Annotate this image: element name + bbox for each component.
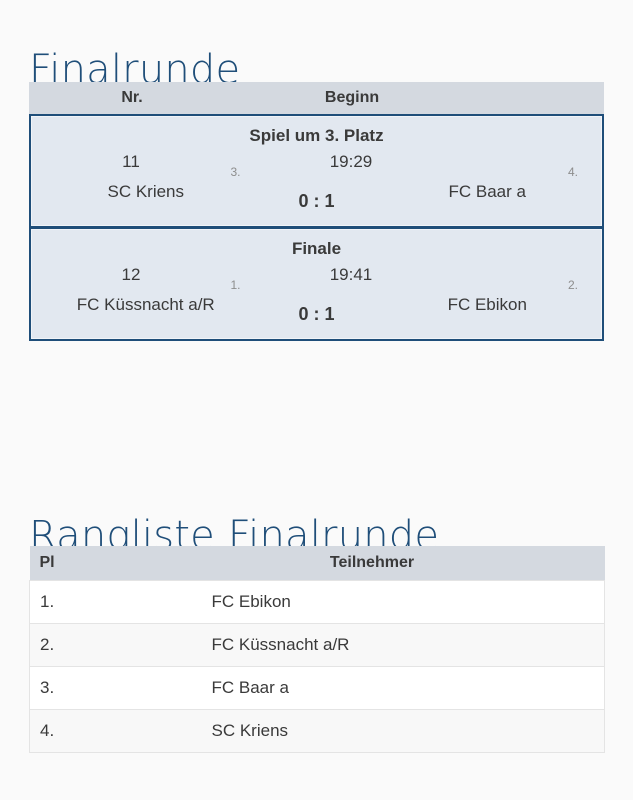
rank-position: 3. [29,666,140,710]
away-team[interactable]: FC Ebikon 2. [377,279,599,317]
away-team-rank: 2. [567,278,578,292]
rank-position: 1. [29,580,140,624]
home-team-rank: 3. [230,165,241,179]
table-row[interactable]: 3. FC Baar a [29,666,605,710]
rank-team-name: FC Küssnacht a/R [139,623,605,667]
match-start-time: 19:41 [329,265,373,284]
match-score: 0 : 1 [298,304,335,324]
schedule-table: Nr. Beginn Spiel um 3. Platz 11 19:29 SC… [29,82,604,341]
away-team[interactable]: FC Baar a 4. [377,166,599,204]
home-team[interactable]: SC Kriens 3. [35,166,257,204]
ranking-table: Pl Teilnehmer 1. FC Ebikon 2. FC Küssnac… [29,546,605,753]
match-score: 0 : 1 [298,191,335,211]
match-stage-label: Finale [291,239,342,258]
home-team-rank: 1. [230,278,241,292]
rank-team-name: FC Ebikon [139,580,605,624]
home-team-name: FC Küssnacht a/R [76,295,215,314]
away-team-name: FC Baar a [448,182,526,201]
match-start-time: 19:29 [329,152,373,171]
match-teams: FC Küssnacht a/R 1. 0 : 1 FC Ebikon 2. [31,279,602,339]
match-meta: 12 19:41 [31,260,602,290]
match-row[interactable]: Spiel um 3. Platz 11 19:29 SC Kriens 3. … [29,114,604,227]
match-teams: SC Kriens 3. 0 : 1 FC Baar a 4. [31,166,602,226]
match-number: 12 [121,265,141,284]
column-header-pl: Pl [29,546,140,581]
match-meta: 11 19:29 [31,147,602,177]
home-team-name: SC Kriens [107,182,185,201]
ranking-header-row: Pl Teilnehmer [29,546,605,581]
match-row[interactable]: Finale 12 19:41 FC Küssnacht a/R 1. 0 : … [29,227,604,341]
rank-position: 4. [29,709,140,753]
match-stage-label: Spiel um 3. Platz [249,126,384,145]
home-team[interactable]: FC Küssnacht a/R 1. [35,279,257,317]
rank-position: 2. [29,623,140,667]
table-row[interactable]: 2. FC Küssnacht a/R [29,623,605,667]
table-row[interactable]: 1. FC Ebikon [29,580,605,624]
match-number: 11 [122,152,140,171]
ranking-table-header: Pl Teilnehmer [29,546,605,581]
rank-team-name: SC Kriens [139,709,605,753]
ranking-table-body: 1. FC Ebikon 2. FC Küssnacht a/R 3. FC B… [29,580,605,753]
table-row[interactable]: 4. SC Kriens [29,709,605,753]
schedule-table-header: Nr. Beginn [29,82,604,114]
away-team-rank: 4. [567,165,578,179]
column-header-beginn: Beginn [324,89,380,106]
column-header-teilnehmer: Teilnehmer [139,546,605,581]
column-header-nr: Nr. [121,89,143,106]
away-team-name: FC Ebikon [447,295,527,314]
rank-team-name: FC Baar a [139,666,605,710]
